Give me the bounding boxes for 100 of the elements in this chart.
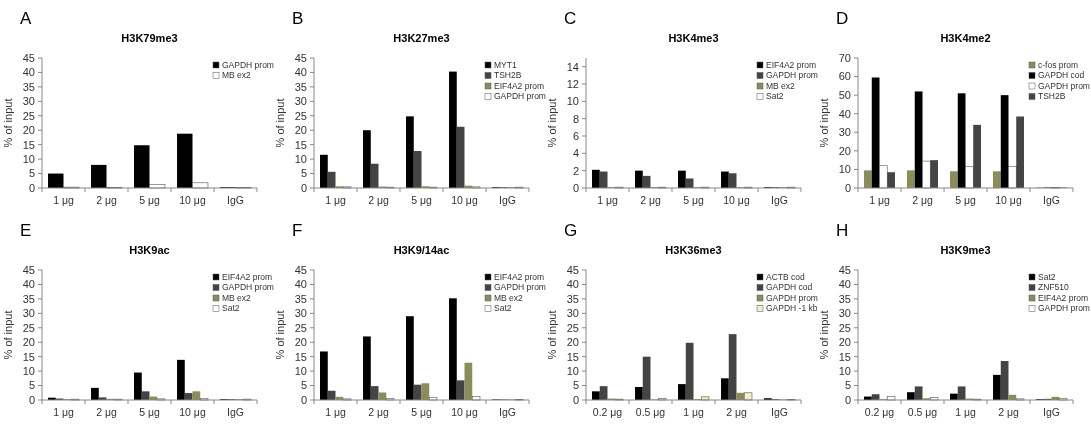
x-tick-label: 5 μg <box>139 406 160 418</box>
y-tick-label: 25 <box>566 321 579 334</box>
y-tick-label: 30 <box>566 307 579 320</box>
y-tick-label: 10 <box>294 152 307 165</box>
legend-label: GAPDH prom <box>1038 303 1090 314</box>
x-tick-label: 5 μg <box>139 194 160 206</box>
y-tick-label: 40 <box>22 66 35 79</box>
chart-title: H3K9/14ac <box>393 244 450 256</box>
legend-label: EIF4A2 prom <box>494 271 545 282</box>
x-tick-label: 10 μg <box>451 406 478 418</box>
x-tick-label: IgG <box>499 406 516 418</box>
legend-label: MB ex2 <box>222 70 252 81</box>
x-tick-label: 5 μg <box>411 406 432 418</box>
y-tick-label: 0 <box>844 393 851 406</box>
y-axis-title: % of input <box>818 98 830 148</box>
y-axis-title: % of input <box>546 98 558 148</box>
legend-label: GAPDH -1 kb <box>766 303 818 314</box>
x-tick-label: 2 μg <box>96 194 117 206</box>
chart-title: H3K4me3 <box>668 32 719 44</box>
legend-label: GAPDH prom <box>222 59 274 70</box>
legend-label: MYT1 <box>494 59 517 70</box>
legend-label: Sat2 <box>766 91 784 102</box>
x-tick-label: 2 μg <box>96 406 117 418</box>
legend-label: GAPDH prom <box>766 292 818 303</box>
x-tick-label: 10 μg <box>995 194 1022 206</box>
x-tick-label: 1 μg <box>53 194 74 206</box>
y-tick-label: 0 <box>28 393 35 406</box>
y-axis-title: % of input <box>818 310 830 360</box>
x-tick-label: 10 μg <box>451 194 478 206</box>
x-tick-label: 1 μg <box>683 406 704 418</box>
y-tick-label: 35 <box>838 292 851 305</box>
y-tick-label: 30 <box>294 95 307 108</box>
x-tick-label: 1 μg <box>325 194 346 206</box>
y-tick-label: 15 <box>22 138 35 151</box>
legend-label: TSH2B <box>494 70 522 81</box>
x-tick-label: 2 μg <box>912 194 933 206</box>
legend-label: Sat2 <box>494 303 512 314</box>
y-tick-label: 5 <box>28 379 35 392</box>
text: A <box>20 9 32 28</box>
legend-label: ACTB cod <box>766 271 806 282</box>
y-tick-label: 10 <box>566 95 579 108</box>
x-tick-label: 1 μg <box>955 406 976 418</box>
y-tick-label: 10 <box>838 364 851 377</box>
y-tick-label: 20 <box>566 336 579 349</box>
y-tick-label: 20 <box>838 336 851 349</box>
y-tick-label: 12 <box>566 77 579 90</box>
x-tick-label: 10 μg <box>179 194 206 206</box>
chart-title: H3K9ac <box>129 244 170 256</box>
y-tick-label: 15 <box>566 350 579 363</box>
x-tick-label: 2 μg <box>726 406 747 418</box>
y-tick-label: 45 <box>294 263 307 276</box>
text: E <box>20 221 32 240</box>
x-tick-label: IgG <box>771 194 788 206</box>
x-tick-label: 1 μg <box>597 194 618 206</box>
y-tick-label: 30 <box>838 126 851 139</box>
y-axis-title: % of input <box>2 98 14 148</box>
y-tick-label: 40 <box>838 278 851 291</box>
x-tick-label: IgG <box>227 406 244 418</box>
legend-label: Sat2 <box>222 303 240 314</box>
y-tick-label: 25 <box>294 321 307 334</box>
y-tick-label: 15 <box>294 350 307 363</box>
legend-label: EIF4A2 prom <box>222 271 273 282</box>
y-tick-label: 0 <box>572 393 579 406</box>
x-tick-label: 2 μg <box>998 406 1019 418</box>
text: F <box>292 221 303 240</box>
x-tick-label: 1 μg <box>869 194 890 206</box>
legend-label: EIF4A2 prom <box>1038 292 1089 303</box>
legend-label: GAPDH prom <box>494 282 546 293</box>
y-tick-label: 10 <box>22 152 35 165</box>
x-tick-label: IgG <box>1043 194 1060 206</box>
legend-label: GAPDH cod <box>766 282 813 293</box>
y-tick-label: 35 <box>22 292 35 305</box>
legend-label: TSH2B <box>1038 91 1066 102</box>
legend-label: GAPDH cod <box>1038 70 1085 81</box>
y-tick-label: 0 <box>844 181 851 194</box>
y-tick-label: 45 <box>22 51 35 64</box>
text: B <box>292 9 304 28</box>
y-tick-label: 4 <box>572 147 579 160</box>
y-tick-label: 5 <box>572 379 579 392</box>
legend-label: Sat2 <box>1038 271 1056 282</box>
y-tick-label: 14 <box>566 60 579 73</box>
y-tick-label: 60 <box>838 70 851 83</box>
chart-title: H3K4me2 <box>940 32 991 44</box>
y-tick-label: 20 <box>22 124 35 137</box>
y-tick-label: 10 <box>838 163 851 176</box>
x-tick-label: 1 μg <box>53 406 74 418</box>
legend-label: EIF4A2 prom <box>766 59 817 70</box>
y-tick-label: 0 <box>300 393 307 406</box>
y-tick-label: 20 <box>22 336 35 349</box>
legend-label: GAPDH prom <box>766 70 818 81</box>
y-tick-label: 15 <box>838 350 851 363</box>
text: H <box>836 221 849 240</box>
y-tick-label: 5 <box>844 379 851 392</box>
y-tick-label: 70 <box>838 51 851 64</box>
x-tick-label: 2 μg <box>640 194 661 206</box>
y-tick-label: 40 <box>294 278 307 291</box>
text: G <box>564 221 578 240</box>
y-tick-label: 20 <box>294 336 307 349</box>
x-tick-label: IgG <box>227 194 244 206</box>
x-tick-label: 0.2 μg <box>864 406 895 418</box>
